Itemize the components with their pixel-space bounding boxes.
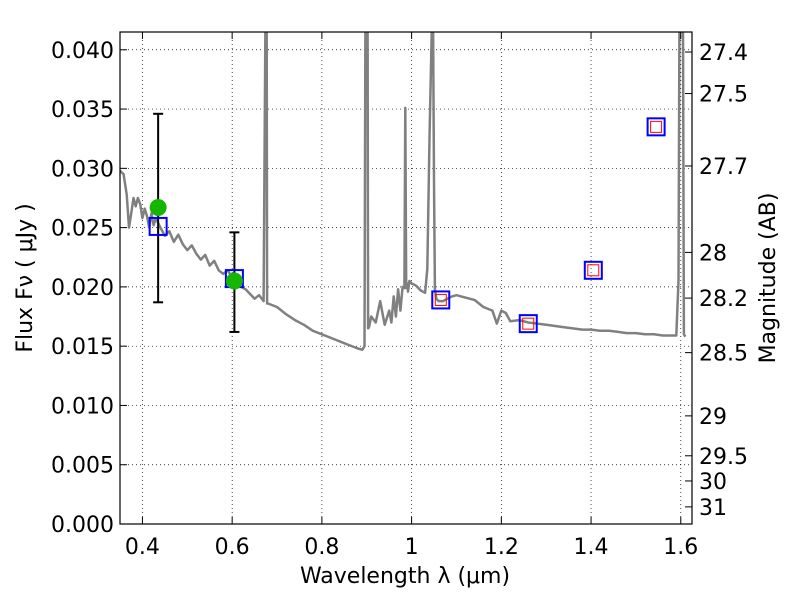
observed-point [225, 272, 243, 290]
y-tick-label: 0.010 [51, 394, 114, 419]
model-point-square [583, 260, 603, 280]
model-point-square [646, 117, 666, 137]
marker-layer [148, 112, 666, 334]
y-tick-label: 0.035 [51, 98, 114, 123]
model-point-square [518, 314, 538, 334]
mag-tick-label: 28.5 [699, 342, 748, 367]
plot-frame [119, 31, 693, 525]
model-point-inner-square [434, 293, 447, 306]
mag-tick-label: 29 [699, 405, 727, 430]
y2-axis-label: Magnitude (AB) [756, 193, 781, 364]
x-axis-label: Wavelength λ (μm) [300, 564, 510, 589]
x-tick-label: 0.6 [215, 535, 250, 560]
mag-tick-label: 31 [699, 496, 727, 521]
model-point-square [148, 216, 168, 236]
x-tick-label: 1.4 [574, 535, 609, 560]
y-axis-label: Flux Fν ( μJy ) [13, 203, 38, 352]
model-point-inner-square [650, 120, 663, 133]
model-point-square [431, 290, 451, 310]
observed-point [149, 198, 167, 216]
y-tick-label: 0.000 [51, 513, 114, 538]
spectrum-line [120, 32, 687, 351]
mag-tick-label: 30 [699, 470, 727, 495]
y-tick-label: 0.025 [51, 217, 114, 242]
x-tick-label: 0.4 [125, 535, 160, 560]
y-tick-label: 0.040 [51, 39, 114, 64]
y-tick-label: 0.005 [51, 454, 114, 479]
spectrum-layer [120, 32, 687, 351]
mag-tick-label: 27.7 [699, 155, 748, 180]
x-tick-label: 0.8 [304, 535, 339, 560]
y-tick-label: 0.015 [51, 335, 114, 360]
mag-tick-label: 28 [699, 241, 727, 266]
y-tick-label: 0.020 [51, 276, 114, 301]
x-tick-label: 1.2 [484, 535, 519, 560]
mag-tick-label: 27.4 [699, 41, 748, 66]
mag-tick-label: 27.5 [699, 83, 748, 108]
x-tick-label: 1 [405, 535, 419, 560]
mag-tick-label: 28.2 [699, 287, 748, 312]
mag-tick-label: 29.5 [699, 445, 748, 470]
y-tick-label: 0.030 [51, 157, 114, 182]
x-tick-label: 1.6 [663, 535, 698, 560]
model-point-inner-square [587, 264, 600, 277]
axis-ticks: 0.4 0.6 0.8 1 1.2 1.4 1.6 0.000 0.005 0.010 0.015 0… [51, 32, 748, 560]
model-point-inner-square [522, 317, 535, 330]
